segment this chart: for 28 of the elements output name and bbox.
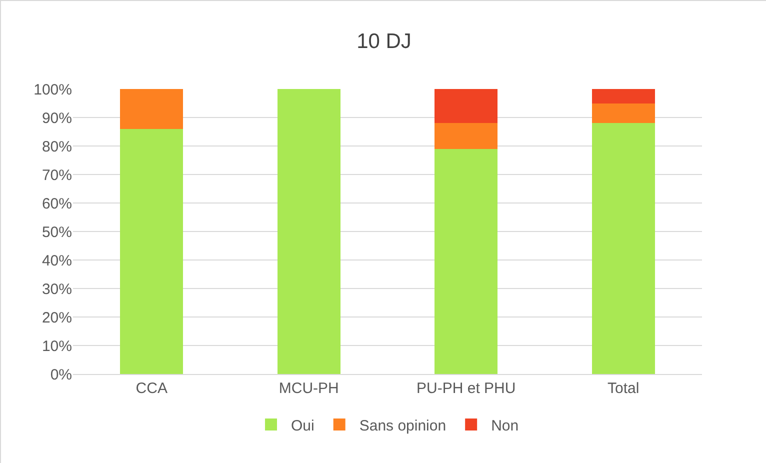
bar [120,89,184,129]
legend-label: Non [491,417,519,434]
y-tick-label: 50% [42,224,72,241]
legend-label: Sans opinion [359,417,446,434]
bar [434,123,498,149]
x-tick-label: Total [608,380,640,397]
y-tick-label: 70% [42,166,72,184]
bar [592,103,655,124]
bar [434,148,498,374]
y-tick-label: 100% [34,81,72,98]
y-tick-label: 30% [42,280,72,298]
y-tick-label: 0% [50,366,72,384]
legend-label: Oui [291,417,314,434]
y-tick-label: 90% [42,110,72,127]
bar [592,89,655,104]
bar [592,123,655,374]
chart-title: 10 DJ [356,30,412,54]
x-tick-label: MCU-PH [278,380,339,397]
x-tick-label: PU-PH et PHU [416,380,516,397]
y-tick-label: 40% [42,252,72,270]
bar [277,89,340,374]
y-tick-label: 60% [42,195,72,212]
y-tick-label: 80% [42,138,72,156]
y-tick-label: 20% [42,309,72,326]
y-tick-label: 10% [42,338,72,355]
x-tick-label: CCA [136,380,168,397]
bar [434,89,498,124]
bar [120,128,184,374]
